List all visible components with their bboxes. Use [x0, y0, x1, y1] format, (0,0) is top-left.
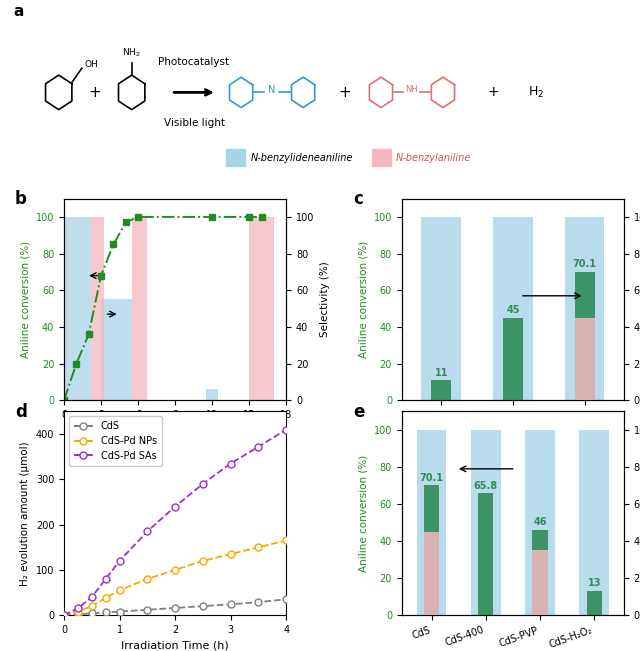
Text: +: + — [488, 85, 499, 100]
Bar — [91, 217, 104, 400]
Bar — [64, 217, 91, 400]
Bar — [424, 486, 439, 615]
Text: 11: 11 — [435, 368, 448, 378]
X-axis label: Irradiation Time (h): Irradiation Time (h) — [121, 641, 229, 650]
Text: N-benzylideneaniline: N-benzylideneaniline — [250, 153, 353, 163]
Text: N-benzylaniline: N-benzylaniline — [396, 153, 472, 163]
Bar — [132, 217, 147, 400]
Bar — [206, 389, 218, 400]
Text: H$_2$: H$_2$ — [528, 85, 544, 100]
Bar — [575, 318, 595, 400]
Text: +: + — [89, 85, 102, 100]
Bar — [249, 217, 274, 400]
Bar — [226, 149, 245, 166]
Text: 70.1: 70.1 — [420, 473, 444, 482]
Text: c: c — [353, 191, 363, 208]
Bar — [431, 380, 451, 400]
Text: 70.1: 70.1 — [573, 259, 596, 269]
Bar — [471, 430, 500, 615]
Text: a: a — [13, 5, 24, 20]
Text: 46: 46 — [533, 518, 547, 527]
Bar — [503, 318, 523, 400]
Bar — [101, 299, 132, 400]
Bar — [579, 430, 609, 615]
Bar — [565, 217, 604, 400]
Bar — [424, 532, 439, 615]
Y-axis label: H₂ evolution amount (μmol): H₂ evolution amount (μmol) — [20, 441, 30, 586]
Y-axis label: Aniline conversion (%): Aniline conversion (%) — [358, 241, 368, 358]
Bar — [532, 550, 548, 615]
Bar — [422, 217, 461, 400]
Bar — [478, 493, 493, 615]
Y-axis label: Aniline conversion (%): Aniline conversion (%) — [20, 241, 30, 358]
Text: N: N — [268, 85, 275, 94]
Legend: CdS, CdS-Pd NPs, CdS-Pd SAs: CdS, CdS-Pd NPs, CdS-Pd SAs — [69, 416, 162, 465]
Text: b: b — [15, 191, 27, 208]
Text: NH$_2$: NH$_2$ — [122, 47, 141, 59]
Bar — [532, 530, 548, 615]
Bar — [417, 430, 447, 615]
Bar — [587, 591, 602, 615]
Text: NH: NH — [405, 85, 418, 94]
Bar — [525, 430, 555, 615]
Y-axis label: Aniline conversion (%): Aniline conversion (%) — [358, 454, 368, 572]
Text: 13: 13 — [588, 579, 601, 589]
Text: 45: 45 — [506, 305, 520, 315]
Text: OH: OH — [84, 61, 98, 69]
Text: Photocatalyst: Photocatalyst — [159, 57, 230, 67]
Text: Visible light: Visible light — [163, 118, 225, 128]
Text: e: e — [353, 403, 364, 421]
Bar — [575, 271, 595, 400]
Text: +: + — [338, 85, 351, 100]
Text: d: d — [15, 403, 27, 421]
Bar — [493, 217, 532, 400]
Bar — [372, 149, 391, 166]
Text: 65.8: 65.8 — [474, 480, 498, 491]
Y-axis label: Selectivity (%): Selectivity (%) — [320, 262, 330, 337]
X-axis label: Time (h): Time (h) — [152, 426, 198, 436]
